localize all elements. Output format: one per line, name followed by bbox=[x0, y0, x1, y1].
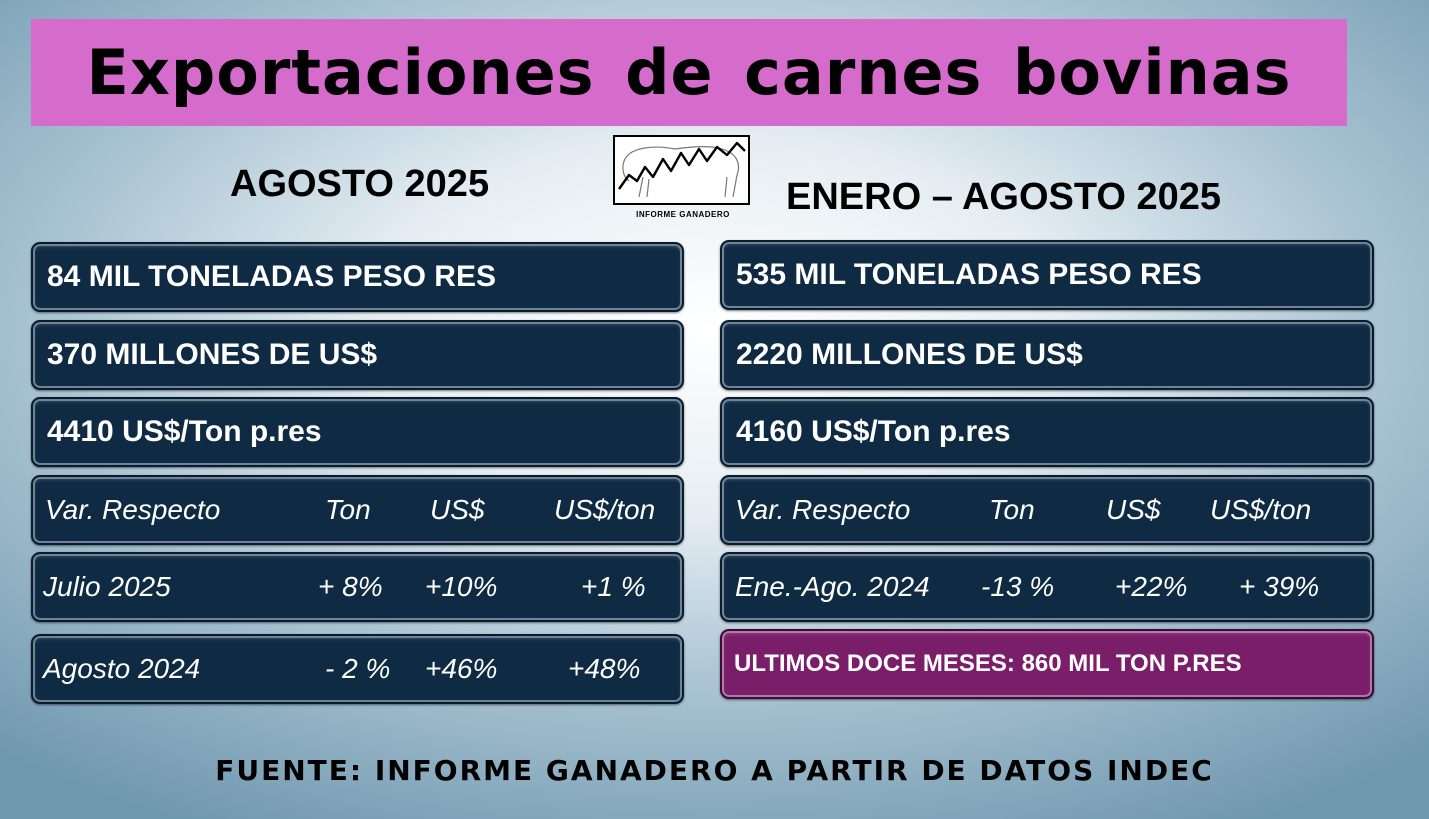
source-note: FUENTE: INFORME GANADERO A PARTIR DE DAT… bbox=[215, 754, 1214, 787]
left-volume-panel: 84 MIL TONELADAS PESO RES bbox=[31, 242, 684, 312]
title-banner: Exportaciones de carnes bovinas bbox=[31, 19, 1347, 126]
left-price-panel: 4410 US$/Ton p.res bbox=[31, 397, 684, 467]
row-usd: +46% bbox=[425, 653, 498, 684]
row-usd-per-ton: + 39% bbox=[1239, 571, 1320, 602]
left-variation-header: Var. Respecto Ton US$ US$/ton bbox=[31, 475, 684, 545]
left-price-text: 4410 US$/Ton p.res bbox=[47, 415, 322, 448]
header-usd-per-ton: US$/ton bbox=[1210, 494, 1312, 525]
row-usd: +10% bbox=[425, 571, 498, 602]
header-label: Var. Respecto bbox=[45, 494, 221, 525]
logo-caption: INFORME GANADERO bbox=[636, 210, 730, 219]
heading-enero-agosto: ENERO – AGOSTO 2025 bbox=[786, 176, 1222, 218]
right-variation-header: Var. Respecto Ton US$ US$/ton bbox=[720, 475, 1374, 545]
informe-ganadero-logo: INFORME GANADERO bbox=[612, 135, 754, 223]
header-usd-per-ton: US$/ton bbox=[554, 494, 656, 525]
right-value-panel: 2220 MILLONES DE US$ bbox=[720, 320, 1374, 390]
row-label: Agosto 2024 bbox=[43, 653, 201, 684]
left-row-julio: Julio 2025 + 8% +10% +1 % bbox=[31, 552, 684, 622]
left-row-agosto: Agosto 2024 - 2 % +46% +48% bbox=[31, 634, 684, 704]
row-ton: - 2 % bbox=[325, 653, 391, 684]
row-usd-per-ton: +48% bbox=[568, 653, 641, 684]
header-label: Var. Respecto bbox=[735, 494, 911, 525]
logo-frame bbox=[613, 135, 750, 205]
header-ton: Ton bbox=[989, 494, 1035, 525]
right-value-text: 2220 MILLONES DE US$ bbox=[736, 338, 1083, 371]
right-price-text: 4160 US$/Ton p.res bbox=[736, 415, 1011, 448]
right-row-ene-ago: Ene.-Ago. 2024 -13 % +22% + 39% bbox=[720, 552, 1374, 622]
left-volume-text: 84 MIL TONELADAS PESO RES bbox=[47, 260, 496, 293]
last-twelve-months-text: ULTIMOS DOCE MESES: 860 MIL TON P.RES bbox=[734, 650, 1242, 677]
left-value-panel: 370 MILLONES DE US$ bbox=[31, 320, 684, 390]
header-ton: Ton bbox=[325, 494, 371, 525]
left-value-text: 370 MILLONES DE US$ bbox=[47, 338, 378, 371]
row-label: Ene.-Ago. 2024 bbox=[735, 571, 930, 602]
header-usd: US$ bbox=[430, 494, 485, 525]
row-ton: -13 % bbox=[981, 571, 1055, 602]
right-volume-panel: 535 MIL TONELADAS PESO RES bbox=[720, 240, 1374, 310]
header-usd: US$ bbox=[1106, 494, 1161, 525]
last-twelve-months-panel: ULTIMOS DOCE MESES: 860 MIL TON P.RES bbox=[720, 629, 1374, 699]
page-title: Exportaciones de carnes bovinas bbox=[86, 36, 1292, 109]
row-label: Julio 2025 bbox=[43, 571, 171, 602]
right-price-panel: 4160 US$/Ton p.res bbox=[720, 397, 1374, 467]
row-ton: + 8% bbox=[318, 571, 383, 602]
heading-agosto: AGOSTO 2025 bbox=[230, 163, 490, 205]
right-volume-text: 535 MIL TONELADAS PESO RES bbox=[736, 258, 1202, 291]
cattle-chart-icon bbox=[618, 141, 746, 198]
row-usd-per-ton: +1 % bbox=[581, 571, 646, 602]
row-usd: +22% bbox=[1115, 571, 1188, 602]
